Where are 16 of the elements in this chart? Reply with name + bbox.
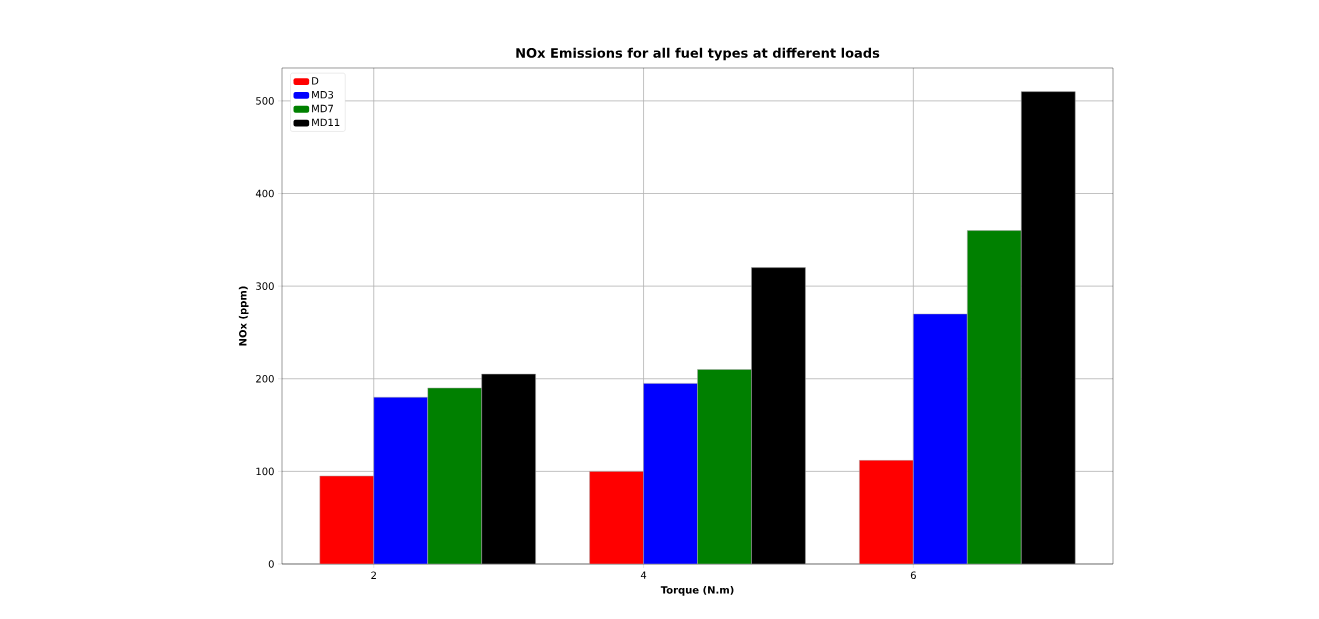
legend-label: MD11 <box>312 118 340 126</box>
y-axis-title: NOx (ppm) <box>238 286 249 346</box>
x-tick-label: 2 <box>371 571 376 579</box>
legend-label: MD7 <box>312 104 333 113</box>
y-tick-label: 0 <box>268 560 274 568</box>
y-tick-label: 400 <box>255 189 274 198</box>
y-tick-label: 100 <box>256 467 274 476</box>
chart-title: NOx Emissions for all fuel types at different loads <box>516 47 880 61</box>
x-axis-title: Torque (N.m) <box>660 585 734 596</box>
legend-label: MD3 <box>312 90 334 99</box>
x-tick-label: 6 <box>910 571 916 580</box>
x-tick-label: 4 <box>640 571 647 579</box>
y-tick-label: 500 <box>256 97 274 105</box>
y-tick-label: 300 <box>256 282 274 290</box>
y-tick-label: 200 <box>256 374 274 383</box>
legend-label: D <box>312 77 319 85</box>
